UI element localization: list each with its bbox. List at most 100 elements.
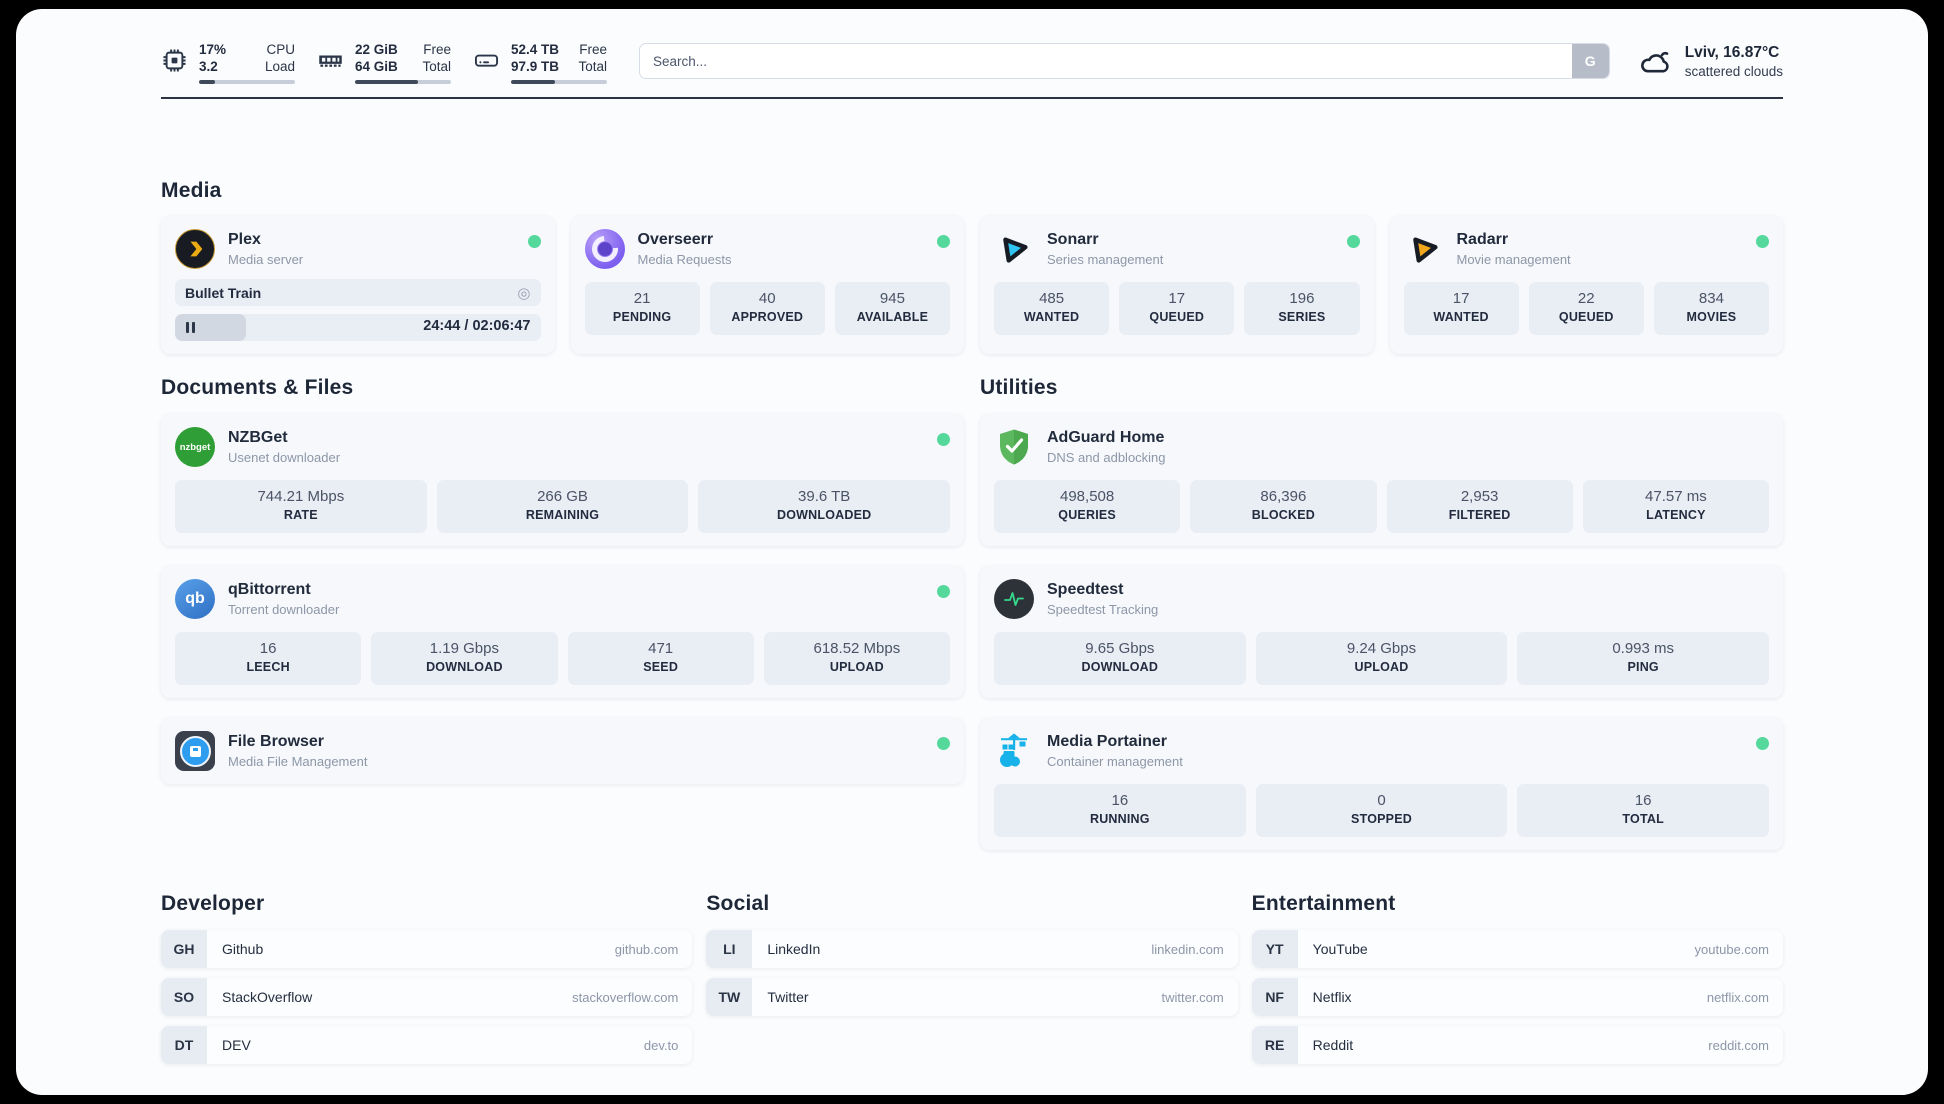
stat-download: 1.19 Gbps DOWNLOAD: [371, 632, 558, 685]
service-card-portainer[interactable]: Media Portainer Container management 16 R…: [980, 718, 1783, 850]
section-title-entertainment: Entertainment: [1251, 892, 1396, 915]
service-name: Overseerr: [637, 231, 714, 248]
memory-progress-bar: [355, 80, 451, 84]
stat-downloaded: 39.6 TB DOWNLOADED: [698, 480, 951, 533]
memory-icon: [319, 55, 342, 67]
disk-label-top: Free: [579, 42, 607, 57]
bookmark-youtube[interactable]: YT YouTube youtube.com: [1251, 930, 1783, 968]
service-card-plex[interactable]: Plex Media server Bullet Train ◎ 24:44 /…: [161, 216, 555, 354]
service-description: Media server: [228, 252, 304, 267]
stat-seed: 471 SEED: [567, 632, 754, 685]
bookmark-abbr: NF: [1251, 978, 1298, 1016]
stat-movies: 834 MOVIES: [1653, 282, 1770, 335]
stat-queued: 17 QUEUED: [1119, 282, 1235, 335]
service-name: Radarr: [1456, 231, 1509, 248]
bookmark-name: Netflix: [1312, 989, 1352, 1005]
status-dot: [937, 737, 950, 750]
bookmark-url: dev.to: [643, 1037, 679, 1053]
pause-icon[interactable]: [186, 322, 195, 333]
bookmark-reddit[interactable]: RE Reddit reddit.com: [1251, 1026, 1783, 1064]
cpu-label-bottom: Load: [264, 59, 295, 74]
status-dot: [527, 235, 541, 248]
stat-total: 16 TOTAL: [1517, 784, 1770, 837]
disk-free-value: 52.4 TB: [511, 42, 560, 57]
section-title-media: Media: [161, 179, 222, 202]
stat-leech: 16 LEECH: [175, 632, 362, 685]
now-playing-row: Bullet Train ◎: [175, 279, 541, 306]
status-dot: [1756, 737, 1769, 750]
bookmark-url: twitter.com: [1161, 989, 1224, 1005]
service-card-radarr[interactable]: Radarr Movie management 17 WANTED 22 QUEUE…: [1389, 216, 1783, 354]
bookmark-name: StackOverflow: [222, 989, 313, 1005]
service-card-overseerr[interactable]: Overseerr Media Requests 21 PENDING 40 APP…: [570, 216, 964, 354]
weather-condition: scattered clouds: [1684, 64, 1783, 79]
search-bar: G: [639, 43, 1610, 79]
search-provider-button[interactable]: G: [1571, 44, 1609, 78]
section-title-developer: Developer: [161, 892, 265, 915]
service-name: File Browser: [228, 733, 325, 750]
topbar-divider: [161, 97, 1783, 99]
stat-wanted: 485 WANTED: [994, 282, 1110, 335]
bookmark-twitter[interactable]: TW Twitter twitter.com: [706, 978, 1238, 1016]
bookmark-linkedin[interactable]: LI LinkedIn linkedin.com: [706, 930, 1238, 968]
search-input[interactable]: [639, 43, 1610, 79]
bookmark-url: youtube.com: [1694, 941, 1769, 957]
stat-pending: 21 PENDING: [584, 282, 700, 335]
bookmark-name: Reddit: [1312, 1037, 1354, 1053]
memory-total-value: 64 GiB: [355, 59, 398, 74]
bookmark-dev[interactable]: DT DEV dev.to: [161, 1026, 693, 1064]
bookmark-github[interactable]: GH Github github.com: [161, 930, 693, 968]
stat-running: 16 RUNNING: [994, 784, 1246, 837]
service-card-qbittorrent[interactable]: qb qBittorrent Torrent downloader 16 LEEC…: [161, 566, 964, 698]
bookmark-netflix[interactable]: NF Netflix netflix.com: [1251, 978, 1783, 1016]
service-description: Series management: [1047, 252, 1164, 267]
sonarr-icon: [994, 229, 1034, 269]
weather-widget[interactable]: Lviv, 16.87°C scattered clouds: [1638, 43, 1783, 81]
stat-upload: 9.24 Gbps UPLOAD: [1255, 632, 1508, 685]
disk-total-value: 97.9 TB: [511, 59, 560, 74]
service-card-sonarr[interactable]: Sonarr Series management 485 WANTED 17 QUE…: [980, 216, 1374, 354]
bookmark-abbr: SO: [161, 978, 207, 1016]
plex-icon: [175, 229, 215, 269]
cpu-progress-bar: [199, 80, 295, 84]
nzbget-icon: nzbget: [175, 427, 215, 467]
filebrowser-icon: [175, 731, 215, 771]
bookmark-url: reddit.com: [1708, 1037, 1769, 1053]
service-description: Torrent downloader: [228, 602, 340, 617]
stat-remaining: 266 GB REMAINING: [436, 480, 689, 533]
bookmark-stackoverflow[interactable]: SO StackOverflow stackoverflow.com: [161, 978, 693, 1016]
bookmark-abbr: GH: [161, 930, 207, 968]
service-card-speedtest[interactable]: Speedtest Speedtest Tracking 9.65 Gbps DO…: [980, 566, 1783, 698]
stat-latency: 47.57 ms LATENCY: [1582, 480, 1769, 533]
stat-approved: 40 APPROVED: [709, 282, 825, 335]
section-title-social: Social: [706, 892, 770, 915]
cpu-widget: 17% CPU 3.2 Load: [161, 41, 295, 84]
bookmark-abbr: YT: [1251, 930, 1298, 968]
service-card-adguard[interactable]: AdGuard Home DNS and adblocking 498,508 Q…: [980, 414, 1783, 546]
stat-blocked: 86,396 BLOCKED: [1190, 480, 1377, 533]
cast-icon[interactable]: ◎: [517, 284, 531, 302]
memory-widget: 22 GiB Free 64 GiB Total: [317, 41, 451, 84]
service-card-filebrowser[interactable]: File Browser Media File Management: [161, 718, 964, 784]
service-description: Media Requests: [637, 252, 732, 267]
status-dot: [937, 433, 950, 446]
qbittorrent-icon: qb: [175, 579, 215, 619]
stat-available: 945 AVAILABLE: [834, 282, 951, 335]
disk-label-bottom: Total: [578, 59, 607, 74]
service-card-nzbget[interactable]: nzbget NZBGet Usenet downloader 744.21 M…: [161, 414, 964, 546]
status-dot: [937, 235, 950, 248]
bookmark-url: github.com: [614, 941, 679, 957]
service-description: DNS and adblocking: [1047, 450, 1166, 465]
bookmark-url: stackoverflow.com: [572, 989, 679, 1005]
stat-upload: 618.52 Mbps UPLOAD: [763, 632, 950, 685]
cpu-usage-value: 17%: [199, 42, 227, 57]
service-name: Sonarr: [1047, 231, 1099, 248]
bookmark-abbr: LI: [706, 930, 753, 968]
service-name: AdGuard Home: [1047, 429, 1165, 446]
bookmark-abbr: TW: [706, 978, 753, 1016]
disk-widget: 52.4 TB Free 97.9 TB Total: [473, 41, 607, 84]
status-dot: [937, 585, 950, 598]
adguard-icon: [994, 427, 1034, 467]
memory-free-value: 22 GiB: [355, 42, 398, 57]
bookmark-url: linkedin.com: [1151, 941, 1224, 957]
